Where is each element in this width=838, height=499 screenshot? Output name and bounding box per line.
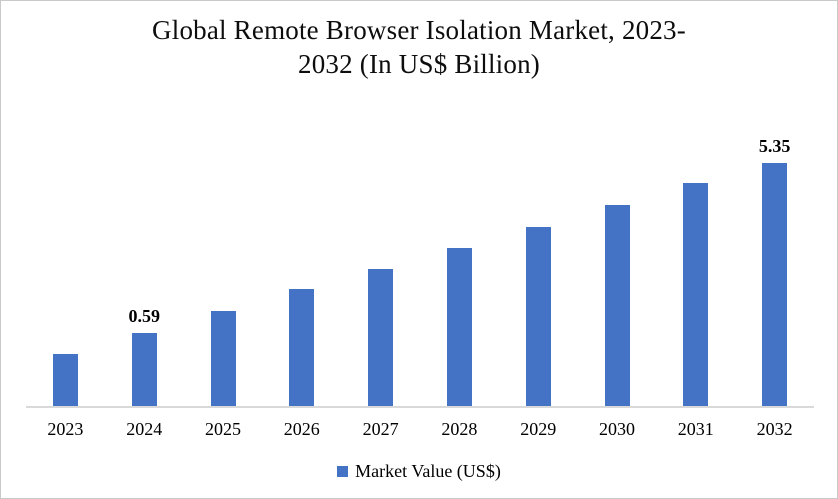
bar-value-label-2032: 5.35 xyxy=(758,136,791,156)
bar-value-label-2024: 0.59 xyxy=(128,306,160,326)
x-tick-label-2023: 2023 xyxy=(47,419,84,439)
legend: Market Value (US$) xyxy=(1,460,837,482)
chart-title: Global Remote Browser Isolation Market, … xyxy=(1,13,837,81)
x-tick-label-2027: 2027 xyxy=(362,419,399,439)
x-tick-label-2030: 2030 xyxy=(599,419,635,439)
bar-2028 xyxy=(446,248,472,406)
x-tick-label-2026: 2026 xyxy=(283,419,320,439)
legend-swatch-icon xyxy=(337,465,349,477)
legend-label: Market Value (US$) xyxy=(355,460,501,481)
x-tick-label-2024: 2024 xyxy=(126,419,163,439)
chart-title-line-2: 2032 (In US$ Billion) xyxy=(298,49,540,79)
bar-2032 xyxy=(762,163,788,406)
chart-title-line-1: Global Remote Browser Isolation Market, … xyxy=(152,15,686,45)
x-tick-label-2028: 2028 xyxy=(441,419,478,439)
x-tick-label-2025: 2025 xyxy=(205,419,241,439)
x-tick-label-2029: 2029 xyxy=(520,419,557,439)
bar-2030 xyxy=(604,205,630,406)
bar-2024 xyxy=(131,333,157,406)
x-tick-label-2032: 2032 xyxy=(756,419,793,439)
bar-2031 xyxy=(683,183,709,406)
bar-2027 xyxy=(368,269,394,406)
bar-2026 xyxy=(289,289,315,406)
x-tick-label-2031: 2031 xyxy=(677,419,714,439)
bar-2029 xyxy=(525,227,551,406)
bar-2023 xyxy=(52,354,78,406)
x-axis-line xyxy=(26,406,814,408)
bar-2025 xyxy=(210,311,236,406)
